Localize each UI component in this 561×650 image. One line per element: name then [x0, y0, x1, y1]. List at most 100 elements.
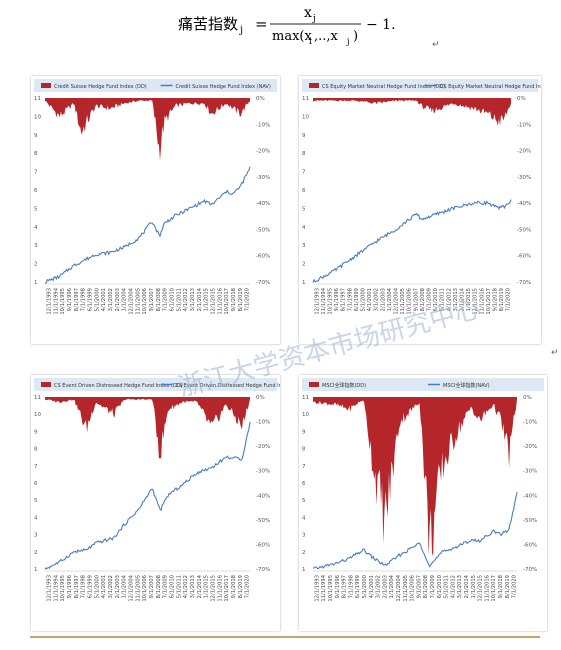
- x-axis-tick-label: 12/1/2004: [396, 574, 402, 601]
- left-axis-tick-label: 9: [302, 429, 306, 435]
- right-axis-tick-label: -60%: [523, 542, 537, 548]
- formula-den-end: ): [353, 29, 358, 44]
- x-axis-tick-label: 11/1/2005: [403, 575, 409, 602]
- x-axis-tick-label: 5/1/2011: [444, 575, 450, 598]
- x-axis-tick-label: 9/1/2018: [231, 575, 237, 598]
- chart-panel-credit-suisse: Credit Suisse Hedge Fund Index (DD) Credi…: [31, 76, 280, 344]
- right-axis-tick-label: -70%: [517, 280, 531, 286]
- x-axis-tick-label: 9/1/1996: [67, 288, 73, 311]
- x-axis-tick-label: 2/1/2003: [115, 575, 121, 598]
- x-axis-tick-label: 6/1/1999: [87, 575, 93, 598]
- x-axis-tick-label: 7/1/2020: [506, 288, 512, 311]
- drawdown-area: [313, 98, 511, 126]
- right-axis-tick-label: -20%: [256, 444, 270, 450]
- x-axis-tick-label: 9/1/2007: [413, 288, 419, 311]
- formula-den-start: max(x: [272, 29, 312, 44]
- x-axis-tick-label: 6/1/1999: [354, 288, 360, 311]
- chart-panel-msci-world: MSCI全球指数(DD) MSCI全球指数(NAV) 11 10 9 8 7 6 5 4 3 2 1 0%…: [299, 375, 547, 631]
- bottom-rule: [30, 636, 540, 638]
- chart-panel-event-driven-distressed: CS Event Driven Distressed Hedge Fund In…: [31, 375, 280, 631]
- left-axis-tick-label: 6: [34, 188, 38, 194]
- x-axis-tick-label: 12/1/2015: [210, 288, 216, 315]
- left-axis-tick-label: 4: [302, 225, 306, 231]
- formula-den-mid: ,..,x: [314, 29, 339, 44]
- x-axis-tick-label: 11/1/2016: [217, 288, 223, 315]
- x-axis-tick-label: 11/1/2016: [484, 575, 490, 602]
- x-axis-tick-label: 6/1/2010: [437, 575, 443, 598]
- right-axis-tick-label: -40%: [256, 493, 270, 499]
- x-axis-tick-label: 8/1/1997: [341, 288, 347, 311]
- drawdown-area: [45, 98, 250, 161]
- x-axis-tick-label: 10/1/1995: [60, 575, 66, 602]
- right-axis-tick-label: -70%: [523, 567, 537, 573]
- x-axis-tick-label: 1/1/2015: [471, 575, 477, 598]
- formula-numerator: x: [304, 5, 312, 21]
- left-axis-tick-label: 1: [34, 280, 38, 286]
- drawdown-nav-chart: MSCI全球指数(DD) MSCI全球指数(NAV) 11 10 9 8 7 6 5 4 3 2 1 0%…: [302, 378, 544, 602]
- x-axis-tick-label: 2/1/2014: [460, 287, 466, 311]
- left-axis-tick-label: 8: [34, 447, 38, 453]
- x-axis-tick-label: 9/1/2007: [149, 575, 155, 598]
- x-axis-tick-label: 4/1/2012: [450, 575, 456, 598]
- x-axis-tick-label: 8/1/2008: [423, 575, 429, 598]
- x-axis-tick-label: 11/1/2016: [217, 575, 223, 602]
- legend-label-nav: CS Event Driven Distressed Hedge Fund In…: [176, 383, 281, 389]
- x-axis-tick-label: 7/1/2020: [245, 288, 251, 311]
- x-axis-tick-label: 6/1/2010: [433, 288, 439, 311]
- right-axis-tick-label: -70%: [256, 567, 270, 573]
- x-axis-tick-label: 10/1/2006: [142, 288, 148, 315]
- x-axis-tick-label: 11/1/2005: [135, 288, 141, 315]
- nav-line: [44, 166, 251, 284]
- x-axis-tick-label: 4/1/2012: [446, 288, 452, 311]
- x-axis-tick-label: 11/1/1994: [53, 287, 59, 314]
- x-axis-tick-label: 8/1/2008: [156, 288, 162, 311]
- drawdown-nav-chart: Credit Suisse Hedge Fund Index (DD) Credi…: [34, 79, 277, 315]
- x-axis-tick-label: 9/1/2007: [416, 575, 422, 598]
- x-axis-tick-label: 8/1/2019: [505, 575, 511, 598]
- left-axis-tick-label: 5: [302, 206, 306, 212]
- right-axis-tick-label: -70%: [256, 280, 270, 286]
- right-axis-tick-label: -40%: [256, 201, 270, 207]
- x-axis-tick-label: 3/1/2013: [190, 575, 196, 598]
- x-axis-tick-label: 12/1/1993: [46, 575, 52, 602]
- legend-swatch-dd: [309, 382, 319, 387]
- right-axis-tick-label: -50%: [256, 227, 270, 233]
- x-axis-tick-label: 8/1/2008: [420, 288, 426, 311]
- x-axis-tick-label: 5/1/2000: [361, 288, 367, 311]
- left-axis-tick-label: 10: [302, 114, 309, 120]
- formula-tail: − 1.: [366, 17, 396, 33]
- right-axis-tick-label: 0%: [523, 395, 532, 401]
- left-axis-tick-label: 4: [34, 225, 38, 231]
- right-axis-tick-label: -50%: [517, 227, 531, 233]
- left-axis-tick-label: 1: [302, 567, 306, 573]
- x-axis-tick-label: 10/1/1995: [60, 288, 66, 315]
- x-axis-tick-label: 10/1/2006: [142, 575, 148, 602]
- left-axis-tick-label: 2: [302, 550, 306, 556]
- left-axis-tick-label: 10: [34, 114, 41, 120]
- x-axis-tick-label: 1/1/2004: [387, 287, 393, 311]
- x-axis-tick-label: 3/1/2013: [453, 288, 459, 311]
- left-axis-tick-label: 9: [34, 429, 38, 435]
- right-axis-tick-label: -30%: [517, 175, 531, 181]
- right-axis-tick-label: -50%: [523, 518, 537, 524]
- left-axis-tick-label: 11: [34, 96, 41, 102]
- x-axis-tick-label: 7/1/2020: [245, 575, 251, 598]
- x-axis-tick-label: 4/1/2001: [101, 288, 107, 311]
- x-axis-tick-label: 8/1/1997: [74, 288, 80, 311]
- x-axis-tick-label: 2/1/2014: [197, 574, 203, 598]
- right-axis-tick-label: -20%: [256, 149, 270, 155]
- drawdown-nav-chart: CS Equity Market Neutral Hedge Fund Inde…: [302, 79, 541, 315]
- x-axis-tick-label: 12/1/1993: [314, 575, 320, 602]
- x-axis-tick-label: 12/1/2015: [478, 575, 484, 602]
- x-axis-tick-label: 4/1/2012: [183, 288, 189, 311]
- left-axis-tick-label: 2: [302, 262, 306, 268]
- x-axis-tick-label: 11/1/2005: [135, 575, 141, 602]
- x-axis-tick-label: 3/1/2013: [457, 575, 463, 598]
- x-axis-tick-label: 10/1/2017: [491, 575, 497, 602]
- right-axis-tick-label: -60%: [256, 542, 270, 548]
- x-axis-tick-label: 8/1/1997: [342, 575, 348, 598]
- formula-numerator-sub: j: [312, 14, 316, 24]
- x-axis-tick-label: 10/1/2017: [224, 288, 230, 315]
- x-axis-tick-label: 10/1/2006: [410, 575, 416, 602]
- legend-label-dd: MSCI全球指数(DD): [322, 382, 366, 389]
